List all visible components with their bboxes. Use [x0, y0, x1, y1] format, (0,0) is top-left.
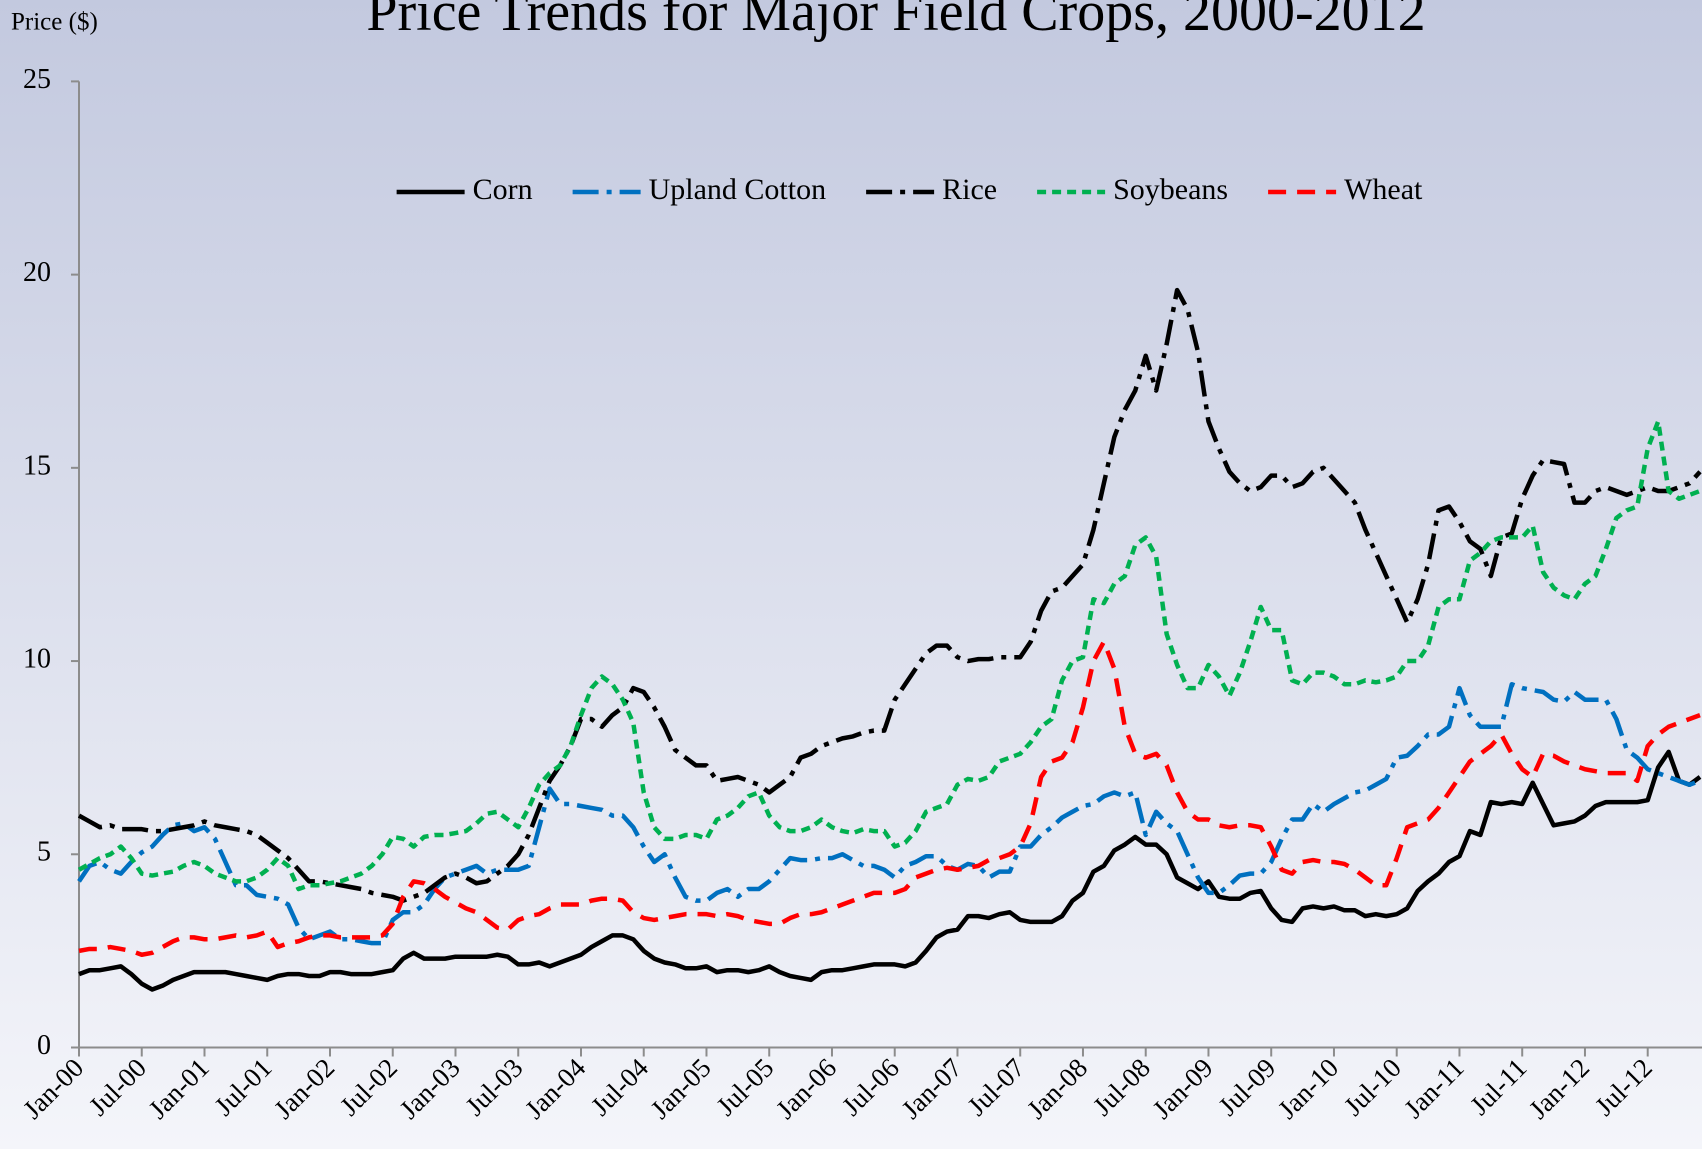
legend-label: Rice [942, 173, 997, 206]
y-tick-label: 0 [37, 1030, 51, 1061]
series-line [77, 682, 1701, 946]
y-tick-label: 25 [23, 64, 51, 95]
legend-label: Corn [473, 173, 533, 206]
y-tick-label: 10 [23, 643, 51, 674]
y-tick-label: 20 [23, 257, 51, 288]
y-tick-label: 15 [23, 450, 51, 481]
series-line [77, 287, 1702, 903]
chart-title: Price Trends for Major Field Crops, 2000… [366, 0, 1425, 43]
y-axis-label: Price ($) [11, 9, 98, 36]
series-line [78, 639, 1701, 957]
series-line [78, 749, 1702, 992]
legend-label: Wheat [1344, 173, 1423, 206]
legend-label: Upland Cotton [649, 173, 827, 206]
y-tick-label: 5 [37, 837, 51, 868]
legend-label: Soybeans [1113, 173, 1228, 206]
series-line [77, 419, 1701, 892]
legend: Corn Upland Cotton Rice Soybeans Wheat [396, 173, 1423, 206]
